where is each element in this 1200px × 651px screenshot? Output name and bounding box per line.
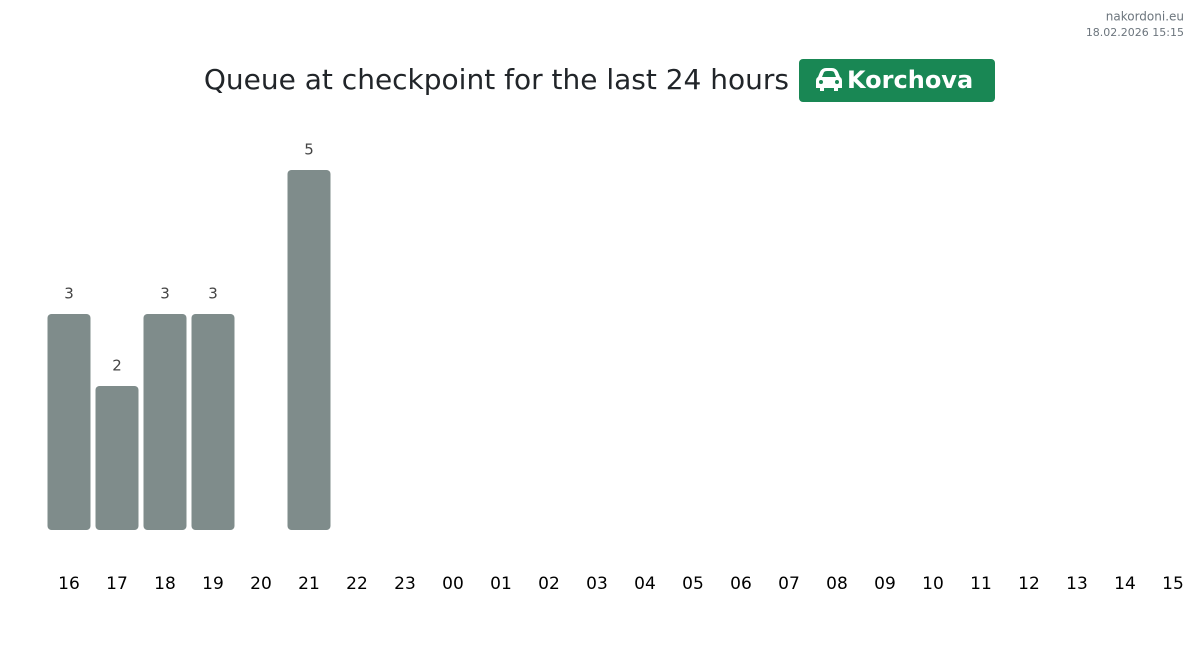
bar [143, 314, 187, 530]
checkpoint-name: Korchova [847, 66, 973, 94]
x-tick-label: 00 [442, 574, 464, 594]
x-tick-label: 13 [1066, 574, 1088, 594]
bar [95, 386, 139, 530]
x-tick-label: 02 [538, 574, 560, 594]
site-name: nakordoni.eu [1106, 10, 1184, 24]
x-tick-label: 20 [250, 574, 272, 594]
x-tick-label: 11 [970, 574, 992, 594]
chart-title: Queue at checkpoint for the last 24 hour… [204, 63, 789, 96]
timestamp: 18.02.2026 15:15 [1086, 26, 1184, 39]
value-label: 3 [160, 285, 170, 303]
x-tick-label: 06 [730, 574, 752, 594]
x-tick-label: 01 [490, 574, 512, 594]
value-label: 3 [208, 285, 218, 303]
car-icon [816, 68, 842, 91]
x-tick-label: 07 [778, 574, 800, 594]
bar [191, 314, 235, 530]
bar [47, 314, 91, 530]
x-tick-label: 08 [826, 574, 848, 594]
x-tick-label: 15 [1162, 574, 1184, 594]
x-tick-label: 17 [106, 574, 128, 594]
x-tick-label: 23 [394, 574, 416, 594]
x-tick-label: 21 [298, 574, 320, 594]
x-tick-label: 14 [1114, 574, 1136, 594]
x-tick-label: 22 [346, 574, 368, 594]
x-tick-label: 12 [1018, 574, 1040, 594]
x-tick-label: 04 [634, 574, 656, 594]
x-tick-label: 18 [154, 574, 176, 594]
x-tick-label: 10 [922, 574, 944, 594]
bar [287, 170, 331, 530]
x-tick-label: 16 [58, 574, 80, 594]
value-label: 3 [64, 285, 74, 303]
x-tick-label: 03 [586, 574, 608, 594]
x-tick-label: 05 [682, 574, 704, 594]
x-tick-label: 09 [874, 574, 896, 594]
value-label: 2 [112, 357, 122, 375]
checkpoint-badge [799, 59, 995, 102]
x-tick-label: 19 [202, 574, 224, 594]
value-label: 5 [304, 141, 314, 159]
